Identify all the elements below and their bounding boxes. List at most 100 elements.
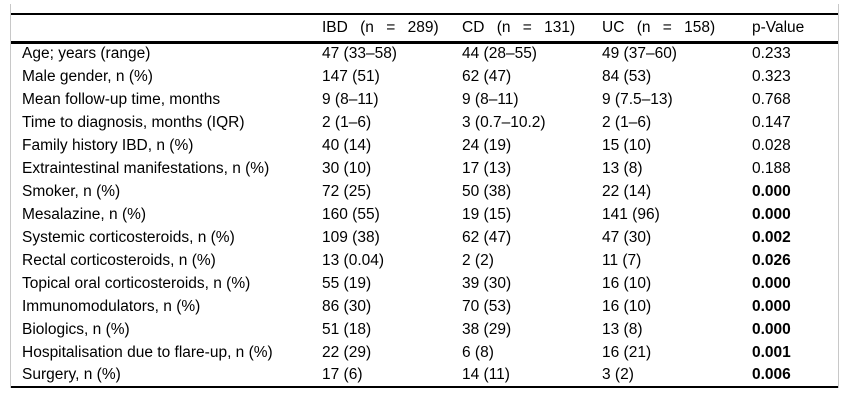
uc-value: 141 (96)	[602, 205, 660, 223]
row-label: Topical oral corticosteroids, n (%)	[22, 274, 251, 292]
ibd-value: 109 (38)	[322, 228, 380, 246]
table-row: Topical oral corticosteroids, n (%) 55 (…	[11, 272, 838, 295]
table-row: Biologics, n (%) 51 (18) 38 (29) 13 (8) …	[11, 318, 838, 341]
p-value: 0.000	[752, 182, 791, 200]
cd-value: 19 (15)	[462, 205, 512, 223]
p-value: 0.026	[752, 251, 791, 269]
header-cd: CD (n = 131)	[462, 18, 576, 36]
row-label: Hospitalisation due to flare-up, n (%)	[22, 343, 273, 361]
p-value: 0.323	[752, 67, 791, 85]
p-value: 0.002	[752, 228, 791, 246]
p-value: 0.188	[752, 159, 791, 177]
uc-value: 49 (37–60)	[602, 45, 677, 63]
p-value: 0.233	[752, 45, 791, 63]
table-row: Extraintestinal manifestations, n (%) 30…	[11, 157, 838, 180]
row-label: Family history IBD, n (%)	[22, 136, 194, 154]
ibd-value: 40 (14)	[322, 136, 372, 154]
header-p-value: p-Value	[752, 18, 805, 36]
cd-value: 6 (8)	[462, 343, 494, 361]
table-row: Mesalazine, n (%) 160 (55) 19 (15) 141 (…	[11, 203, 838, 226]
cd-value: 17 (13)	[462, 159, 512, 177]
ibd-value: 17 (6)	[322, 366, 363, 383]
uc-value: 47 (30)	[602, 228, 652, 246]
table-row: Smoker, n (%) 72 (25) 50 (38) 22 (14) 0.…	[11, 180, 838, 203]
p-value: 0.001	[752, 343, 791, 361]
uc-value: 15 (10)	[602, 136, 652, 154]
p-value: 0.147	[752, 113, 791, 131]
ibd-value: 47 (33–58)	[322, 45, 397, 63]
cd-value: 9 (8–11)	[462, 90, 519, 108]
table-row: Immunomodulators, n (%) 86 (30) 70 (53) …	[11, 295, 838, 318]
table-row: Time to diagnosis, months (IQR) 2 (1–6) …	[11, 111, 838, 134]
header-empty	[11, 14, 311, 42]
cd-value: 70 (53)	[462, 297, 512, 315]
ibd-value: 22 (29)	[322, 343, 372, 361]
row-label: Time to diagnosis, months (IQR)	[22, 113, 245, 131]
header-ibd: IBD (n = 289)	[322, 18, 439, 36]
cd-value: 24 (19)	[462, 136, 512, 154]
table-body: Age; years (range) 47 (33–58) 44 (28–55)…	[11, 42, 838, 387]
cd-value: 2 (2)	[462, 251, 494, 269]
p-value: 0.028	[752, 136, 791, 154]
p-value: 0.000	[752, 320, 791, 338]
uc-value: 13 (8)	[602, 320, 643, 338]
table-frame: IBD (n = 289) CD (n = 131) UC (n = 158) …	[10, 4, 839, 388]
row-label: Mean follow-up time, months	[22, 90, 221, 108]
ibd-value: 51 (18)	[322, 320, 372, 338]
clinical-characteristics-table: IBD (n = 289) CD (n = 131) UC (n = 158) …	[11, 13, 838, 388]
table-row: Family history IBD, n (%) 40 (14) 24 (19…	[11, 134, 838, 157]
table-row: Age; years (range) 47 (33–58) 44 (28–55)…	[11, 42, 838, 65]
table-header-row: IBD (n = 289) CD (n = 131) UC (n = 158) …	[11, 14, 838, 42]
uc-value: 16 (10)	[602, 297, 652, 315]
ibd-value: 55 (19)	[322, 274, 372, 292]
uc-value: 9 (7.5–13)	[602, 90, 673, 108]
uc-value: 16 (21)	[602, 343, 652, 361]
uc-value: 11 (7)	[602, 251, 642, 269]
uc-value: 22 (14)	[602, 182, 652, 200]
uc-value: 3 (2)	[602, 366, 634, 383]
row-label: Mesalazine, n (%)	[22, 205, 147, 223]
row-label: Surgery, n (%)	[22, 366, 121, 383]
p-value: 0.000	[752, 274, 791, 292]
row-label: Rectal corticosteroids, n (%)	[22, 251, 216, 269]
ibd-value: 2 (1–6)	[322, 113, 372, 131]
cd-value: 50 (38)	[462, 182, 512, 200]
row-label: Age; years (range)	[22, 45, 151, 63]
ibd-value: 72 (25)	[322, 182, 372, 200]
table-row: Mean follow-up time, months 9 (8–11) 9 (…	[11, 88, 838, 111]
uc-value: 2 (1–6)	[602, 113, 652, 131]
uc-value: 16 (10)	[602, 274, 652, 292]
cd-value: 38 (29)	[462, 320, 512, 338]
table-row: Hospitalisation due to flare-up, n (%) 2…	[11, 341, 838, 364]
table-header: IBD (n = 289) CD (n = 131) UC (n = 158) …	[11, 14, 838, 42]
row-label: Extraintestinal manifestations, n (%)	[22, 159, 270, 177]
p-value: 0.000	[752, 297, 791, 315]
cd-value: 39 (30)	[462, 274, 512, 292]
uc-value: 84 (53)	[602, 67, 652, 85]
row-label: Smoker, n (%)	[22, 182, 121, 200]
ibd-value: 13 (0.04)	[322, 251, 385, 269]
cd-value: 3 (0.7–10.2)	[462, 113, 546, 131]
row-label: Immunomodulators, n (%)	[22, 297, 201, 315]
cd-value: 62 (47)	[462, 228, 512, 246]
p-value: 0.006	[752, 366, 791, 383]
ibd-value: 147 (51)	[322, 67, 380, 85]
row-label: Systemic corticosteroids, n (%)	[22, 228, 235, 246]
p-value: 0.000	[752, 205, 791, 223]
table-row: Surgery, n (%) 17 (6) 14 (11) 3 (2) 0.00…	[11, 364, 838, 387]
table-row: Male gender, n (%) 147 (51) 62 (47) 84 (…	[11, 65, 838, 88]
table-row: Rectal corticosteroids, n (%) 13 (0.04) …	[11, 249, 838, 272]
table-row: Systemic corticosteroids, n (%) 109 (38)…	[11, 226, 838, 249]
ibd-value: 9 (8–11)	[322, 90, 379, 108]
cd-value: 44 (28–55)	[462, 45, 537, 63]
p-value: 0.768	[752, 90, 791, 108]
ibd-value: 160 (55)	[322, 205, 380, 223]
cd-value: 62 (47)	[462, 67, 512, 85]
header-uc: UC (n = 158)	[602, 18, 716, 36]
row-label: Biologics, n (%)	[22, 320, 130, 338]
uc-value: 13 (8)	[602, 159, 643, 177]
ibd-value: 86 (30)	[322, 297, 372, 315]
row-label: Male gender, n (%)	[22, 67, 153, 85]
ibd-value: 30 (10)	[322, 159, 372, 177]
cd-value: 14 (11)	[462, 366, 510, 383]
